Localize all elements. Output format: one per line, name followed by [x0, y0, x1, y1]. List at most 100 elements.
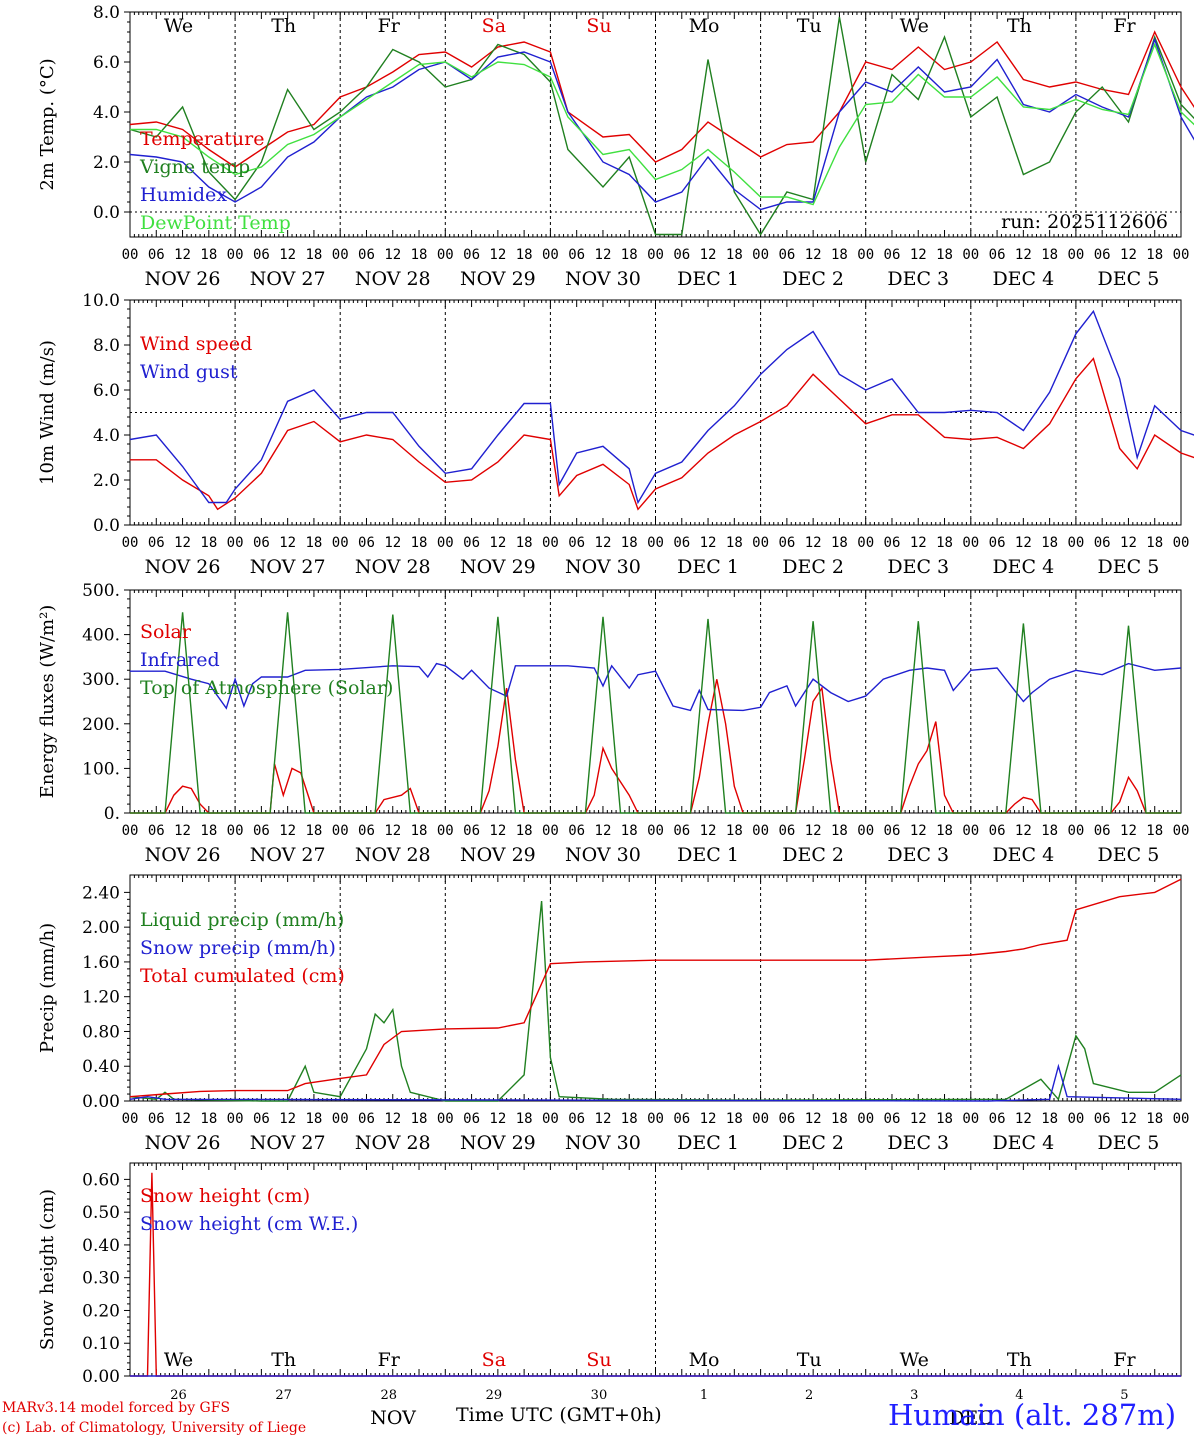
- hour-tick-label: 12: [595, 247, 612, 263]
- date-label: DEC 5: [1098, 844, 1160, 866]
- hour-tick-label: 12: [1015, 823, 1032, 839]
- hour-tick-label: 18: [200, 823, 217, 839]
- legend-entry: Snow height (cm W.E.): [140, 1213, 358, 1235]
- hour-tick-label: 12: [805, 1111, 822, 1127]
- hour-tick-label: 00: [542, 1111, 559, 1127]
- hour-tick-label: 18: [936, 1111, 953, 1127]
- hour-tick-label: 12: [489, 823, 506, 839]
- y-tick-label: 0.00: [82, 1092, 120, 1112]
- hour-tick-label: 06: [253, 535, 270, 551]
- hour-tick-label: 12: [384, 247, 401, 263]
- hour-tick-label: 18: [305, 1111, 322, 1127]
- panel-frame-temp: [129, 11, 1182, 238]
- legend-entry: Top of Atmosphere (Solar): [140, 677, 393, 699]
- date-label: DEC 5: [1098, 556, 1160, 578]
- hour-tick-label: 12: [489, 247, 506, 263]
- hour-tick-label: 00: [1173, 823, 1190, 839]
- y-tick-label: 8.0: [93, 3, 120, 23]
- date-label: NOV 28: [355, 268, 431, 290]
- date-label: DEC 1: [677, 1132, 739, 1154]
- legend-entry: Wind gust: [140, 361, 238, 383]
- hour-tick-label: 00: [122, 823, 139, 839]
- day-number-label: 28: [380, 1388, 397, 1403]
- hour-tick-label: 12: [1015, 247, 1032, 263]
- hour-tick-label: 18: [1146, 247, 1163, 263]
- date-label: NOV 26: [145, 556, 221, 578]
- y-tick-label: 1.60: [82, 953, 120, 973]
- hour-tick-label: 06: [673, 823, 690, 839]
- weekday-label: We: [164, 1349, 193, 1371]
- date-label: NOV 26: [145, 844, 221, 866]
- hour-tick-label: 00: [122, 247, 139, 263]
- weekday-label: We: [164, 15, 193, 37]
- hour-tick-label: 00: [437, 535, 454, 551]
- hour-tick-label: 12: [174, 1111, 191, 1127]
- hour-tick-label: 06: [358, 247, 375, 263]
- weekday-label: Sa: [482, 1349, 506, 1371]
- hour-tick-label: 06: [253, 1111, 270, 1127]
- date-label: DEC 4: [992, 268, 1054, 290]
- hour-tick-label: 00: [752, 535, 769, 551]
- hour-tick-label: 06: [568, 535, 585, 551]
- legend-entry: Temperature: [140, 128, 264, 150]
- y-tick-label: 400.: [82, 626, 120, 646]
- hour-tick-label: 06: [1094, 1111, 1111, 1127]
- weekday-label: Mo: [689, 15, 720, 37]
- date-label: DEC 2: [782, 1132, 844, 1154]
- weekday-label: Th: [1007, 1349, 1032, 1371]
- hour-tick-label: 06: [989, 1111, 1006, 1127]
- hour-tick-label: 00: [122, 1111, 139, 1127]
- legend-entry: Humidex: [140, 184, 227, 206]
- hour-tick-label: 00: [1067, 247, 1084, 263]
- hour-tick-label: 12: [595, 1111, 612, 1127]
- date-label: DEC 1: [677, 556, 739, 578]
- day-number-label: 26: [170, 1388, 187, 1403]
- hour-tick-label: 12: [384, 1111, 401, 1127]
- y-tick-label: 0.0: [93, 516, 120, 536]
- series-line-wind-speed: [130, 357, 1194, 511]
- hour-tick-label: 12: [700, 823, 717, 839]
- day-number-label: 27: [275, 1388, 292, 1403]
- day-number-label: 29: [486, 1388, 503, 1403]
- hour-tick-label: 18: [726, 535, 743, 551]
- hour-tick-label: 00: [962, 823, 979, 839]
- hour-tick-label: 18: [831, 1111, 848, 1127]
- date-label: DEC 1: [677, 844, 739, 866]
- hour-tick-label: 18: [516, 535, 533, 551]
- date-label: DEC 2: [782, 844, 844, 866]
- hour-tick-label: 06: [463, 1111, 480, 1127]
- hour-tick-label: 06: [463, 535, 480, 551]
- hour-tick-label: 06: [148, 247, 165, 263]
- weekday-label: Fr: [378, 1349, 401, 1371]
- hour-tick-label: 06: [253, 823, 270, 839]
- date-label: NOV 30: [565, 844, 641, 866]
- hour-tick-label: 12: [1015, 535, 1032, 551]
- time-axis-label: Time UTC (GMT+0h): [456, 1404, 662, 1426]
- y-tick-label: 2.0: [93, 471, 120, 491]
- y-tick-label: 8.0: [93, 336, 120, 356]
- hour-tick-label: 18: [1146, 1111, 1163, 1127]
- model-credit: MARv3.14 model forced by GFS: [2, 1400, 231, 1416]
- hour-tick-label: 18: [516, 247, 533, 263]
- hour-tick-label: 18: [200, 1111, 217, 1127]
- hour-tick-label: 06: [148, 535, 165, 551]
- date-label: NOV 30: [565, 556, 641, 578]
- month-label-nov: NOV: [370, 1407, 416, 1429]
- series-line-top-of-atmosphere-solar-: [130, 612, 1181, 814]
- run-label: run: 2025112606: [1001, 211, 1168, 233]
- series-line-infrared: [130, 662, 1182, 712]
- date-label: DEC 3: [887, 844, 949, 866]
- date-label: NOV 29: [460, 1132, 536, 1154]
- series-line-temperature: [129, 30, 1194, 168]
- legend-entry: DewPoint Temp: [140, 212, 291, 234]
- date-label: DEC 4: [992, 844, 1054, 866]
- hour-tick-label: 00: [332, 1111, 349, 1127]
- hour-tick-label: 12: [1120, 535, 1137, 551]
- hour-tick-label: 12: [700, 247, 717, 263]
- hour-tick-label: 12: [700, 1111, 717, 1127]
- hour-tick-label: 06: [1094, 247, 1111, 263]
- hour-tick-label: 06: [778, 247, 795, 263]
- series-line-dewpoint-temp: [130, 42, 1194, 206]
- date-label: NOV 27: [250, 844, 326, 866]
- hour-tick-label: 00: [857, 247, 874, 263]
